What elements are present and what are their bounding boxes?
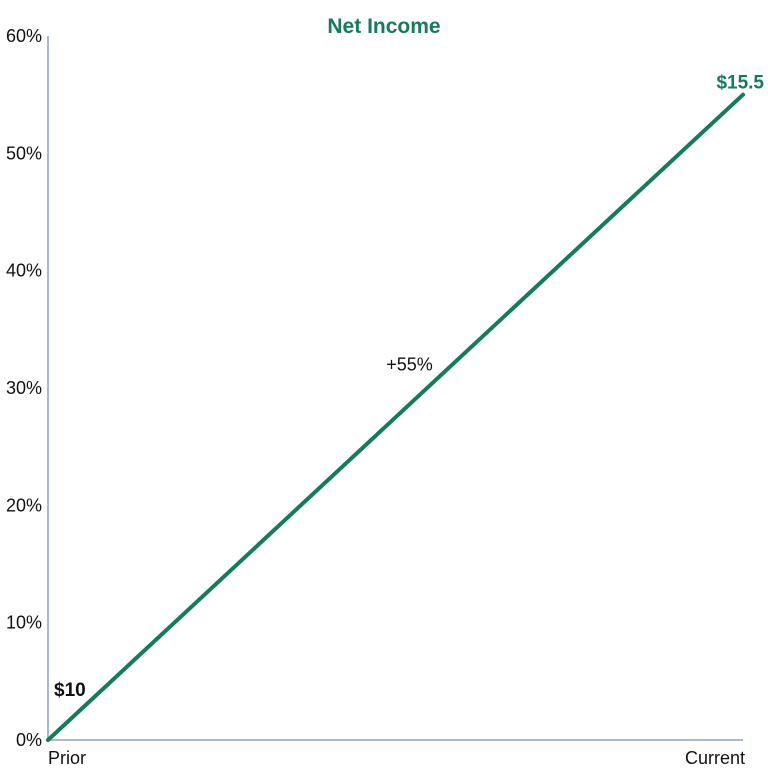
- net-income-line: [46, 92, 745, 742]
- x-axis-ticks: Prior Current: [48, 748, 745, 768]
- current-value-label: $15.5: [716, 73, 764, 94]
- chart-title: Net Income: [327, 15, 440, 38]
- x-tick-label: Current: [685, 748, 745, 768]
- y-tick-label: 40%: [6, 261, 42, 281]
- y-axis-ticks: 0% 10% 20% 30% 40% 50% 60%: [6, 26, 42, 750]
- y-tick-label: 20%: [6, 495, 42, 515]
- prior-value-label: $10: [54, 680, 86, 701]
- y-tick-label: 60%: [6, 26, 42, 46]
- y-tick-label: 10%: [6, 613, 42, 633]
- point-labels: $10 $15.5: [54, 73, 764, 701]
- x-tick-label: Prior: [48, 748, 86, 768]
- y-tick-label: 30%: [6, 378, 42, 398]
- change-annotation: +55%: [386, 355, 433, 375]
- y-tick-label: 50%: [6, 143, 42, 163]
- y-tick-label: 0%: [16, 730, 42, 750]
